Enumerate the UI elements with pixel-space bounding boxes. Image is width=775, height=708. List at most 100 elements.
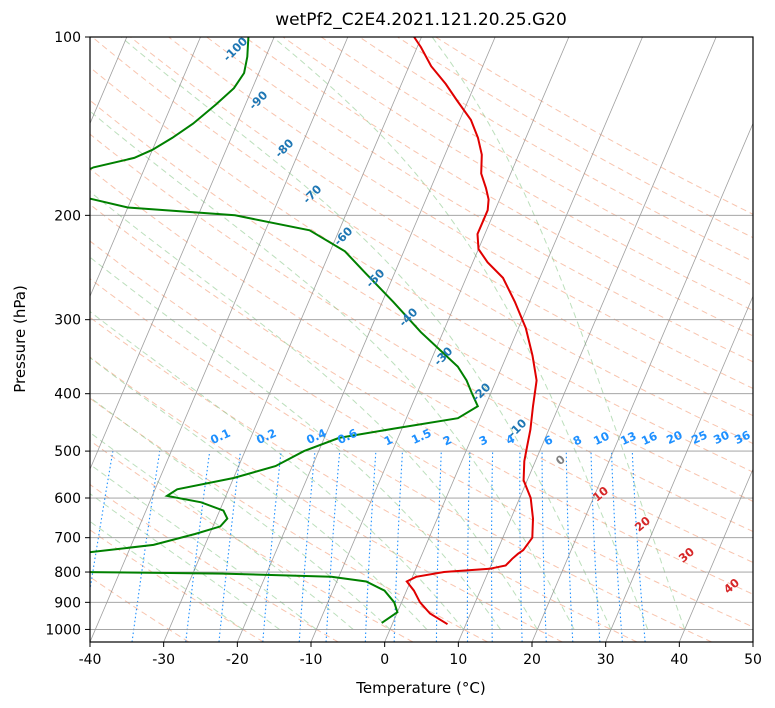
mixing-ratio-line [565,451,574,642]
mixing-ratio-line [185,451,211,642]
mixing-ratio-label: 25 [689,428,709,447]
x-tick-label: 30 [597,652,615,668]
dry-adiabat [244,37,753,337]
moist-adiabat [90,356,428,630]
adiabat-label: 20 [632,513,653,534]
y-tick-label: 300 [54,313,81,329]
x-tick-label: 0 [380,652,389,668]
y-tick-label: 200 [54,208,81,224]
mixing-ratio-line [298,451,316,642]
mixing-ratio-line [218,451,242,642]
mixing-ratio-line [262,451,282,642]
y-tick-label: 100 [54,30,81,46]
isotherm [310,37,570,642]
background-lines [90,37,753,642]
profile-series [90,37,538,626]
y-tick-label: 600 [54,491,81,507]
x-tick-label: 20 [523,652,541,668]
moist-adiabat [90,431,354,630]
moist-adiabat [272,37,649,630]
moist-adiabat [90,310,465,630]
y-tick-label: 500 [54,444,81,460]
isotherm [678,468,753,642]
adiabat-label: 0 [553,452,568,468]
dry-adiabat [90,99,753,502]
temperature-line [405,37,538,626]
dry-adiabat [90,397,488,642]
x-ticks: -40 -30 -20 -10 0 10 20 30 40 50 [79,642,762,668]
moist-adiabat [120,37,612,630]
dry-adiabat [90,278,712,642]
isotherm-label: -30 [431,344,456,369]
dry-adiabat [168,37,753,389]
x-tick-label: -10 [300,652,323,668]
adiabat-label: 30 [676,544,697,565]
isotherm-label: -50 [363,266,388,291]
mixing-ratio-line [364,451,377,642]
y-tick-label: 800 [54,565,81,581]
x-tick-label: -20 [226,652,249,668]
dry-adiabat [90,203,753,595]
isotherm-label: -70 [300,182,325,207]
mixing-ratio-label: 3 [477,432,490,448]
isotherm [90,37,349,642]
mixing-ratio-label: 20 [664,428,684,447]
isotherm [605,295,753,642]
isotherm [752,640,753,642]
dry-adiabat [90,529,264,642]
chart-title: wetPf2_C2E4.2021.121.20.25.G20 [275,10,567,30]
x-tick-label: 10 [449,652,467,668]
isotherm [163,37,422,642]
isotherm [384,37,643,642]
isotherm [457,37,717,642]
grid-lines [90,37,753,642]
dry-adiabat [90,240,753,628]
y-tick-label: 1000 [45,622,81,638]
x-axis-label: Temperature (°C) [355,679,485,697]
isotherm [236,37,496,642]
mixing-ratio-label: 10 [591,429,611,448]
moist-adiabat [90,256,501,630]
moist-adiabat [90,396,391,630]
x-tick-label: -30 [152,652,175,668]
moist-adiabat [431,37,686,630]
x-tick-label: 40 [670,652,688,668]
mixing-ratio-line [519,451,523,642]
mixing-ratio-line [590,451,601,642]
y-axis-label: Pressure (hPa) [11,285,29,393]
isotherm-label: -90 [246,88,271,113]
y-tick-label: 700 [54,531,81,547]
dewpoint-line [90,37,480,624]
mixing-ratio-label: 1 [382,432,395,448]
mixing-ratio-line [490,451,494,642]
mixing-ratio-label: 13 [618,429,638,448]
mixing-ratio-line [466,451,471,642]
dry-adiabat [359,37,753,263]
mixing-ratio-label: 30 [711,428,731,447]
mixing-ratio-label: 6 [542,432,555,448]
isotherm [531,122,753,642]
mixing-ratio-label: 16 [639,429,659,448]
dry-adiabat [90,483,339,642]
dry-adiabat [90,133,753,533]
dry-adiabat [90,356,563,642]
moist-adiabat [90,520,243,630]
mixing-ratio-line [435,451,442,642]
isotherm-label: -20 [469,380,494,405]
mixing-ratio-line [90,450,114,594]
adiabat-label: 40 [721,575,742,596]
mixing-ratio-label: 2 [441,432,454,448]
isotherm-label: -80 [272,136,297,161]
mixing-ratio-label: 36 [732,428,752,447]
dry-adiabat [90,316,638,642]
mixing-ratio-label: 8 [571,432,584,448]
x-tick-label: -40 [79,652,102,668]
plot-frame [89,36,754,643]
x-tick-label: 50 [744,652,762,668]
y-tick-label: 400 [54,387,81,403]
dry-adiabat [90,440,414,642]
mixing-ratio-label: 1.5 [409,426,433,447]
dry-adiabat [91,37,753,445]
dry-adiabat [282,37,753,312]
